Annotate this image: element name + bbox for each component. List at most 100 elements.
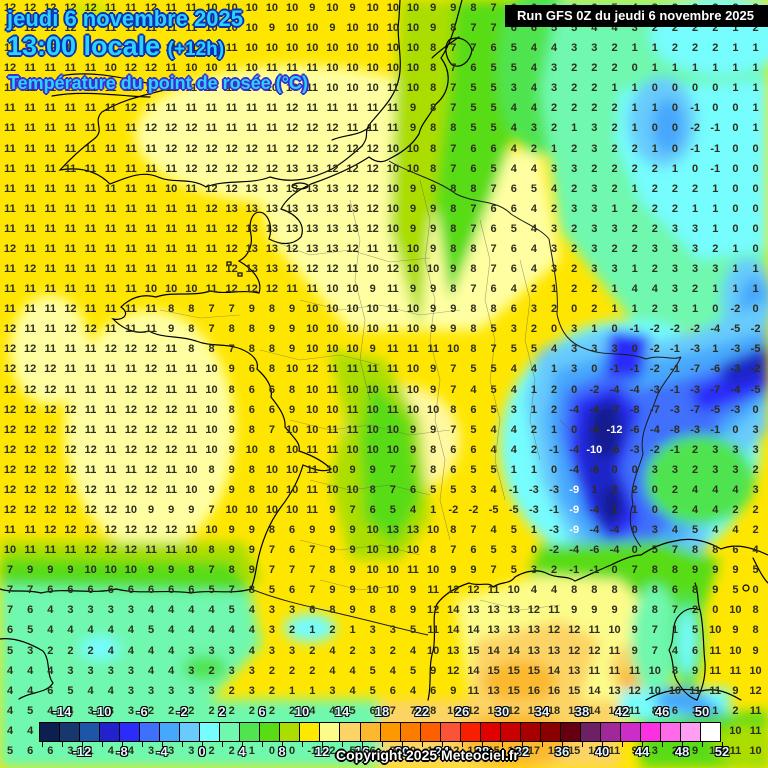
grid-value: 11 bbox=[326, 443, 339, 456]
grid-value: 12 bbox=[104, 544, 117, 557]
grid-value: 9 bbox=[228, 443, 235, 456]
grid-value: 10 bbox=[185, 483, 198, 496]
grid-value: 8 bbox=[470, 343, 477, 356]
grid-value: 13 bbox=[285, 182, 299, 195]
grid-value: 11 bbox=[729, 664, 742, 677]
scale-label: 8 bbox=[278, 744, 286, 759]
grid-value: 9 bbox=[268, 323, 275, 336]
grid-value: 10 bbox=[406, 403, 420, 416]
grid-value: 6 bbox=[470, 544, 477, 557]
grid-value: 6 bbox=[309, 604, 316, 617]
grid-value: 9 bbox=[369, 343, 376, 356]
grid-value: 10 bbox=[306, 303, 319, 316]
grid-value: -1 bbox=[710, 162, 721, 175]
grid-value: 11 bbox=[44, 142, 57, 155]
grid-value: 11 bbox=[346, 403, 359, 416]
grid-value: 3 bbox=[692, 242, 699, 255]
grid-value: 15 bbox=[568, 684, 581, 697]
grid-value: 5 bbox=[490, 463, 497, 476]
grid-value: 3 bbox=[651, 744, 658, 757]
grid-value: 10 bbox=[366, 564, 379, 577]
grid-value: 2 bbox=[530, 323, 537, 336]
grid-value: -3 bbox=[649, 383, 660, 396]
grid-value: 10 bbox=[386, 423, 399, 436]
grid-value: 16 bbox=[527, 684, 541, 697]
grid-value: 2 bbox=[631, 202, 638, 215]
grid-value: 4 bbox=[248, 604, 255, 617]
grid-value: 11 bbox=[64, 283, 77, 296]
grid-value: 10 bbox=[366, 2, 379, 14]
grid-value: 1 bbox=[510, 463, 517, 476]
grid-value: 10 bbox=[427, 564, 440, 577]
grid-value: 12 bbox=[447, 664, 460, 677]
grid-value: 11 bbox=[346, 263, 359, 276]
grid-value: 8 bbox=[752, 604, 759, 617]
grid-value: 12 bbox=[749, 684, 762, 697]
grid-value: 11 bbox=[4, 162, 16, 175]
grid-value: 11 bbox=[729, 744, 742, 757]
grid-value: 11 bbox=[44, 82, 57, 95]
scale-tick bbox=[542, 742, 543, 747]
grid-value: 12 bbox=[185, 122, 198, 135]
grid-value: 8 bbox=[168, 303, 175, 316]
grid-value: 11 bbox=[44, 343, 57, 356]
grid-value: 11 bbox=[44, 263, 57, 276]
grid-value: 10 bbox=[386, 2, 399, 14]
scale-cell bbox=[520, 723, 541, 741]
grid-value: 4 bbox=[490, 443, 497, 456]
grid-value: 9 bbox=[409, 182, 417, 195]
grid-value: 13 bbox=[225, 202, 238, 215]
grid-value: 12 bbox=[44, 443, 57, 456]
grid-value: 9 bbox=[409, 604, 417, 617]
grid-value: 10 bbox=[386, 62, 399, 75]
grid-value: 7 bbox=[671, 544, 678, 557]
grid-value: 11 bbox=[185, 524, 198, 537]
grid-value: 3 bbox=[752, 443, 759, 456]
grid-value: 5 bbox=[490, 544, 497, 557]
grid-value: 11 bbox=[104, 383, 117, 396]
grid-value: 12 bbox=[24, 2, 37, 14]
grid-value: 12 bbox=[104, 343, 117, 356]
grid-value: 13 bbox=[306, 202, 319, 215]
grid-value: 8 bbox=[631, 604, 638, 617]
grid-value: 12 bbox=[306, 363, 319, 376]
grid-value: 2 bbox=[289, 624, 296, 637]
scale-label: -8 bbox=[116, 744, 128, 759]
grid-value: 8 bbox=[248, 323, 255, 336]
grid-value: 6 bbox=[409, 483, 417, 496]
grid-value: 2 bbox=[289, 704, 296, 717]
scale-label: 52 bbox=[714, 744, 730, 759]
grid-value: 12 bbox=[64, 504, 77, 516]
grid-value: 6 bbox=[510, 303, 517, 316]
grid-value: 4 bbox=[671, 524, 678, 537]
grid-value: 1 bbox=[530, 403, 537, 416]
grid-value: 9 bbox=[591, 604, 598, 617]
grid-value: 11 bbox=[125, 242, 137, 255]
grid-value: 1 bbox=[631, 504, 638, 516]
grid-value: -1 bbox=[629, 363, 640, 376]
grid-value: 5 bbox=[409, 624, 417, 637]
grid-value: 3 bbox=[107, 704, 114, 717]
grid-value: 10 bbox=[709, 744, 722, 757]
grid-value: 3 bbox=[188, 664, 195, 677]
grid-value: 2 bbox=[692, 443, 699, 456]
grid-value: 4 bbox=[530, 263, 537, 276]
grid-value: 11 bbox=[104, 2, 117, 14]
grid-value: 10 bbox=[406, 22, 420, 35]
grid-value: 2 bbox=[289, 664, 296, 677]
grid-value: 4 bbox=[550, 182, 558, 195]
grid-value: 4 bbox=[732, 524, 739, 537]
grid-value: 3 bbox=[671, 463, 678, 476]
grid-value: -8 bbox=[670, 423, 680, 436]
scale-cell bbox=[40, 723, 61, 741]
grid-value: 4 bbox=[6, 724, 14, 737]
grid-value: 12 bbox=[588, 644, 601, 657]
grid-value: 11 bbox=[24, 122, 36, 135]
grid-value: 10 bbox=[306, 423, 319, 436]
grid-value: 5 bbox=[510, 222, 517, 235]
grid-value: 12 bbox=[306, 122, 319, 135]
grid-value: 11 bbox=[427, 584, 439, 597]
grid-value: -2 bbox=[690, 122, 700, 135]
grid-value: 1 bbox=[651, 102, 658, 115]
grid-value: 8 bbox=[430, 122, 437, 135]
